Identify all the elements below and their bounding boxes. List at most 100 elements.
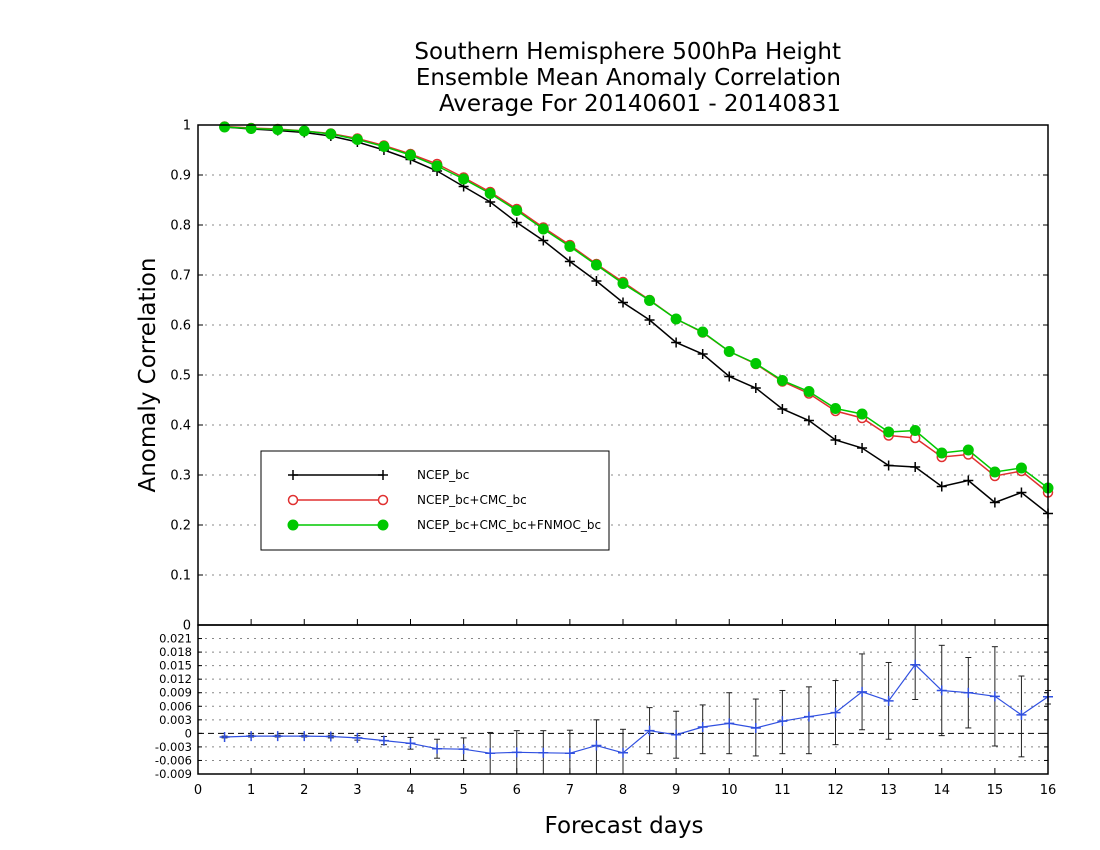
difference-point	[485, 748, 496, 759]
series-3-point	[484, 188, 496, 199]
difference-point	[671, 729, 682, 740]
difference-point	[618, 747, 628, 758]
series-3-point	[909, 425, 921, 436]
series-layer	[219, 121, 1054, 519]
series-1-point	[511, 217, 522, 228]
series-3-point	[537, 223, 549, 235]
series-1-point	[564, 256, 575, 267]
difference-point	[910, 659, 921, 670]
series-1-point	[910, 462, 921, 472]
difference-point	[1016, 709, 1027, 720]
legend-marker	[377, 519, 389, 531]
y-tick-label: 0.5	[170, 369, 191, 384]
difference-plot-frame	[197, 624, 1049, 775]
legend-marker	[377, 494, 389, 506]
y-tick-label: 0.2	[170, 519, 191, 534]
series-3-point	[776, 375, 788, 386]
series-1-point	[750, 383, 761, 393]
series-3-point	[856, 408, 868, 420]
difference-point	[644, 725, 655, 736]
chart-title-line-1: Southern Hemisphere 500hPa Height	[414, 39, 841, 65]
difference-point	[299, 731, 310, 742]
difference-point	[777, 716, 788, 727]
difference-layer	[219, 624, 1053, 775]
x-tick-label: 14	[933, 783, 950, 798]
difference-point	[936, 685, 947, 696]
series-1-point	[830, 435, 841, 445]
difference-point	[246, 731, 257, 742]
series-1-point	[803, 415, 814, 426]
series-3-point	[405, 149, 416, 161]
legend-marker	[378, 470, 388, 480]
series-3-point	[298, 125, 310, 137]
series-3-point	[564, 241, 576, 252]
series-1-point	[697, 349, 708, 359]
sub-y-tick-label: -0.009	[155, 767, 192, 781]
difference-point	[538, 747, 549, 758]
x-tick-label: 16	[1040, 783, 1057, 798]
difference-point	[405, 738, 416, 749]
series-1-point	[671, 337, 682, 348]
series-3-point	[803, 386, 815, 397]
series-3-point	[644, 295, 656, 306]
difference-line	[224, 663, 1049, 754]
difference-point	[325, 731, 336, 742]
difference-point	[458, 744, 469, 755]
series-3-point	[617, 278, 629, 289]
series-3-point	[325, 128, 337, 140]
sub-y-tick-label: 0.006	[159, 699, 192, 713]
difference-point	[591, 740, 602, 751]
series-1-point	[989, 497, 1000, 508]
x-tick-label: 2	[300, 783, 308, 798]
x-tick-label: 6	[513, 783, 521, 798]
sub-y-tick-label: 0.009	[159, 686, 192, 700]
x-ticks: 0 1 2 3 4 5 6 7 8 9 10 11 12 13 14 15 16	[194, 619, 1056, 798]
difference-point	[963, 687, 974, 698]
sub-y-tick-label: -0.006	[155, 753, 192, 767]
series-1-point	[538, 235, 549, 246]
series-1-point	[883, 460, 894, 471]
x-tick-label: 15	[987, 783, 1004, 798]
legend-label-3: NCEP_bc+CMC_bc+FNMOC_bc	[417, 518, 601, 532]
y-axis-label: Anomaly Correlation	[135, 257, 161, 492]
difference-point	[432, 743, 443, 754]
series-3-point	[936, 447, 948, 459]
difference-point	[989, 691, 1000, 702]
x-tick-label: 11	[774, 783, 791, 798]
series-3-point	[458, 173, 470, 185]
series-1-point	[1016, 487, 1027, 498]
series-1-point	[936, 481, 947, 492]
series-3-point	[219, 121, 231, 133]
sub-y-tick-label: -0.003	[155, 740, 192, 754]
y-tick-label: 0.7	[170, 269, 191, 284]
series-1-point	[777, 404, 788, 414]
series-3-point	[830, 403, 841, 414]
series-3-point	[272, 124, 284, 135]
y-tick-label: 0.1	[170, 569, 191, 584]
difference-point	[857, 686, 868, 697]
difference-point	[378, 735, 389, 746]
x-tick-label: 7	[566, 783, 574, 798]
series-3-point	[1015, 462, 1027, 474]
series-3-point	[883, 426, 895, 438]
y-tick-label: 0.9	[170, 169, 191, 184]
series-1-point	[963, 475, 974, 486]
series-3-point	[750, 358, 762, 369]
series-3-point	[989, 466, 1001, 478]
series-3-point	[351, 134, 363, 145]
legend-label-1: NCEP_bc	[417, 468, 469, 482]
difference-point	[830, 707, 841, 718]
x-tick-label: 12	[827, 783, 844, 798]
x-tick-label: 13	[880, 783, 897, 798]
sub-top-tick-label: 0	[183, 619, 191, 634]
x-tick-label: 5	[459, 783, 467, 798]
y-tick-label: 1	[183, 119, 191, 134]
chart-title-line-2: Ensemble Mean Anomaly Correlation	[416, 65, 841, 91]
difference-point	[883, 695, 894, 706]
series-3-point	[431, 160, 443, 172]
series-3-point	[245, 123, 257, 134]
series-1-point	[724, 371, 735, 382]
series-3-point	[511, 205, 523, 216]
difference-point	[564, 748, 575, 759]
